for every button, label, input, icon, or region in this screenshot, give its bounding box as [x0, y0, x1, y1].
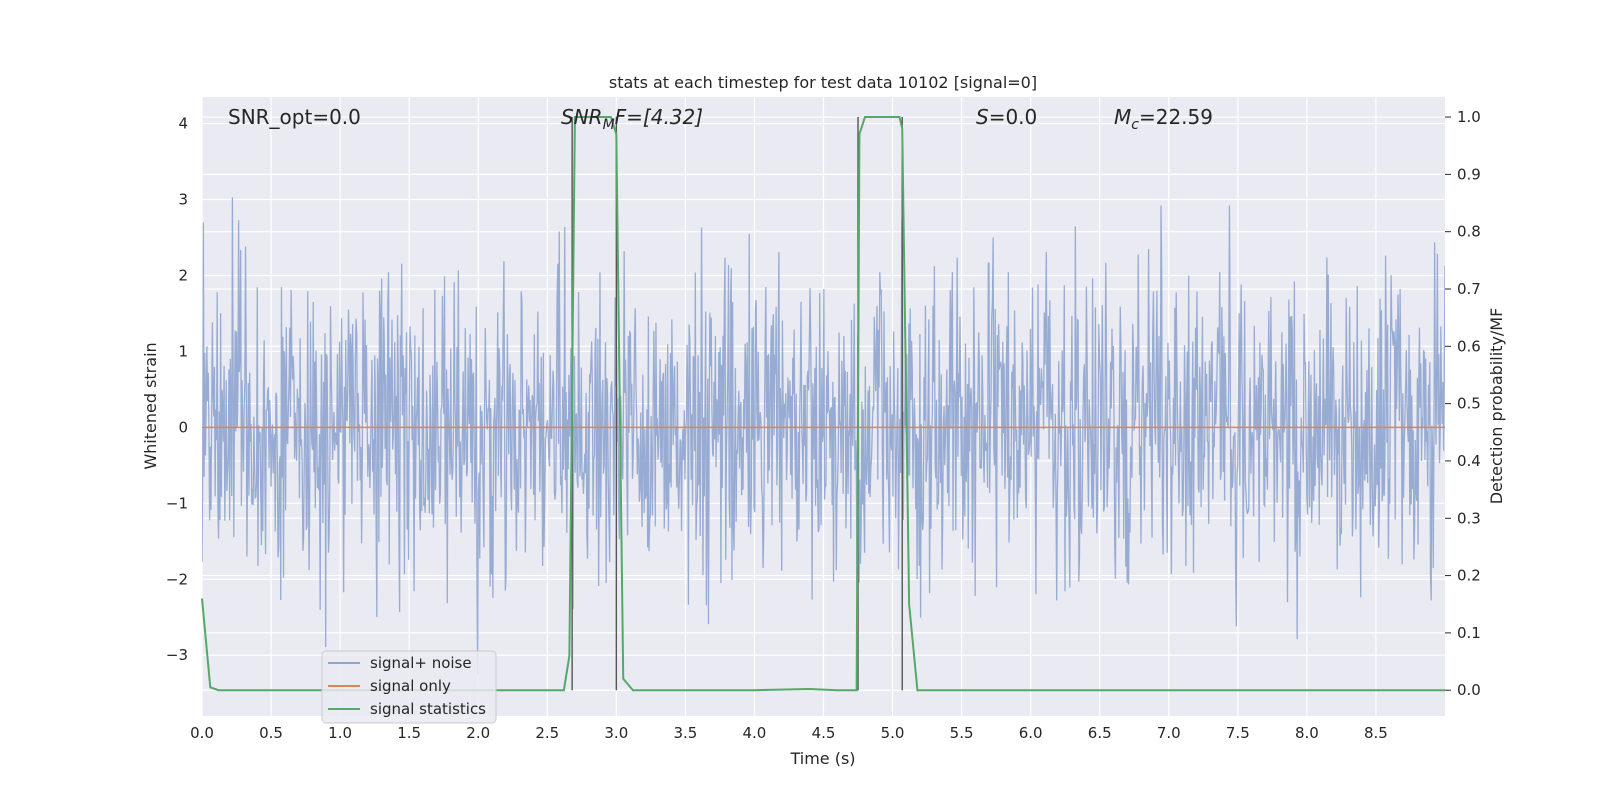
legend-label-signal-only: signal only	[370, 677, 451, 695]
annotation-mc: Mc=22.59	[1114, 105, 1213, 133]
x-tick-label-14: 7.0	[1157, 724, 1181, 742]
legend-label-signal-noise: signal+ noise	[370, 654, 472, 672]
x-tick-label-6: 3.0	[604, 724, 628, 742]
x-tick-label-0: 0.0	[190, 724, 214, 742]
x-axis-label: Time (s)	[789, 749, 855, 768]
x-tick-label-15: 7.5	[1226, 724, 1250, 742]
y2-tick-label-6: 0.6	[1457, 337, 1481, 355]
x-tick-label-12: 6.0	[1019, 724, 1043, 742]
y-axis-label: Whitened strain	[141, 342, 160, 469]
x-tick-label-5: 2.5	[535, 724, 559, 742]
y2-tick-label-4: 0.4	[1457, 452, 1481, 470]
x-axis-ticks: 0.0 0.5 1.0 1.5 2.0 2.5 3.0 3.5 4.0 4.5 5.0 5.5 6.0 6…	[190, 724, 1388, 742]
x-tick-label-11: 5.5	[950, 724, 974, 742]
series-signal-noise	[202, 197, 1445, 674]
y2-tick-label-1: 0.1	[1457, 624, 1481, 642]
legend: signal+ noise signal only signal statist…	[321, 650, 497, 724]
y2-tick-label-7: 0.7	[1457, 280, 1481, 298]
signal-noise-line	[202, 197, 1445, 674]
y-tick-label-6: 3	[178, 191, 188, 209]
x-tick-label-4: 2.0	[466, 724, 490, 742]
y-tick-label-3: 0	[178, 418, 188, 436]
legend-box	[321, 650, 497, 724]
signal-statistics-line	[201, 116, 1445, 692]
y2-axis-label: Detection probability/MF	[1487, 308, 1506, 505]
y-tick-label-1: −2	[166, 570, 188, 588]
x-tick-label-10: 5.0	[881, 724, 905, 742]
x-tick-label-3: 1.5	[397, 724, 421, 742]
y-tick-label-4: 1	[178, 342, 188, 360]
y-tick-label-2: −1	[166, 494, 188, 512]
y2-tick-label-10: 1.0	[1457, 108, 1481, 126]
y2-tick-label-0: 0.0	[1457, 681, 1481, 699]
chart-title: stats at each timestep for test data 101…	[609, 73, 1037, 92]
y2-tick-label-9: 0.9	[1457, 165, 1481, 183]
y2-tick-label-2: 0.2	[1457, 567, 1481, 585]
annotation-snr-mf: SNRMF=[4.32]	[561, 105, 703, 133]
legend-label-signal-statistics: signal statistics	[370, 700, 486, 718]
annotation-snr-opt: SNR_opt=0.0	[228, 105, 361, 129]
y-tick-label-0: −3	[166, 646, 188, 664]
y2-axis-ticks: 0.0 0.1 0.2 0.3 0.4 0.5 0.6 0.7 0.8 0.9 1.0	[1445, 108, 1481, 699]
series-signal-statistics	[201, 116, 1445, 692]
annotation-s: S=0.0	[976, 105, 1037, 129]
x-tick-label-2: 1.0	[328, 724, 352, 742]
x-tick-label-16: 8.0	[1295, 724, 1319, 742]
x-tick-label-9: 4.5	[812, 724, 836, 742]
y2-tick-label-3: 0.3	[1457, 509, 1481, 527]
x-tick-label-13: 6.5	[1088, 724, 1112, 742]
y-tick-label-5: 2	[178, 266, 188, 284]
y-tick-label-7: 4	[178, 115, 188, 133]
x-tick-label-8: 4.0	[743, 724, 767, 742]
x-tick-label-1: 0.5	[259, 724, 283, 742]
y2-tick-label-8: 0.8	[1457, 223, 1481, 241]
x-tick-label-17: 8.5	[1364, 724, 1388, 742]
x-tick-label-7: 3.5	[673, 724, 697, 742]
y2-tick-label-5: 0.5	[1457, 395, 1481, 413]
y-axis-ticks: −3 −2 −1 0 1 2 3 4	[166, 115, 188, 665]
